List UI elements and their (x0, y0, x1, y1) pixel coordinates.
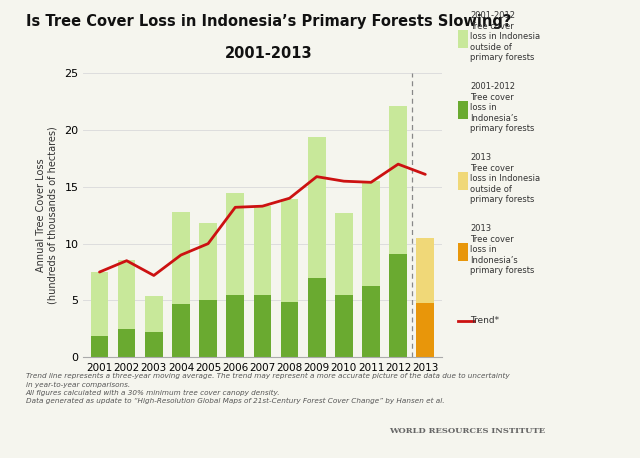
Text: 2001-2013: 2001-2013 (225, 46, 312, 61)
Text: Trend line represents a three-year moving average. The trend may represent a mor: Trend line represents a three-year movin… (26, 373, 509, 404)
Bar (362, 181, 380, 286)
Bar (281, 301, 298, 357)
Bar (118, 329, 136, 357)
Bar (362, 286, 380, 357)
Bar (253, 206, 271, 295)
Bar (172, 304, 190, 357)
Bar (253, 295, 271, 357)
Text: Is Tree Cover Loss in Indonesia’s Primary Forests Slowing?: Is Tree Cover Loss in Indonesia’s Primar… (26, 14, 511, 29)
Text: 2001-2012
Tree cover
loss in
Indonesia’s
primary forests: 2001-2012 Tree cover loss in Indonesia’s… (470, 82, 535, 133)
Bar (145, 296, 163, 332)
Bar (91, 272, 108, 336)
Bar (118, 260, 136, 329)
Y-axis label: Annual Tree Cover Loss
(hundreds of thousands of hectares): Annual Tree Cover Loss (hundreds of thou… (36, 126, 57, 304)
Bar (335, 213, 353, 295)
Text: 2013
Tree cover
loss in
Indonesia’s
primary forests: 2013 Tree cover loss in Indonesia’s prim… (470, 224, 535, 275)
Bar (91, 336, 108, 357)
Bar (308, 278, 326, 357)
Text: Trend*: Trend* (470, 316, 500, 325)
Bar (281, 199, 298, 301)
Bar (199, 223, 217, 300)
Bar (417, 303, 434, 357)
Bar (227, 192, 244, 295)
Bar (417, 238, 434, 303)
Bar (227, 295, 244, 357)
Bar (335, 295, 353, 357)
Bar (308, 137, 326, 278)
Text: 2013
Tree cover
loss in Indonesia
outside of
primary forests: 2013 Tree cover loss in Indonesia outsid… (470, 153, 541, 204)
Text: 2001-2012
Tree cover
loss in Indonesia
outside of
primary forests: 2001-2012 Tree cover loss in Indonesia o… (470, 11, 541, 62)
Text: WORLD RESOURCES INSTITUTE: WORLD RESOURCES INSTITUTE (389, 427, 545, 435)
Bar (199, 300, 217, 357)
Bar (389, 254, 407, 357)
Bar (172, 212, 190, 304)
Bar (389, 106, 407, 254)
Bar (145, 332, 163, 357)
